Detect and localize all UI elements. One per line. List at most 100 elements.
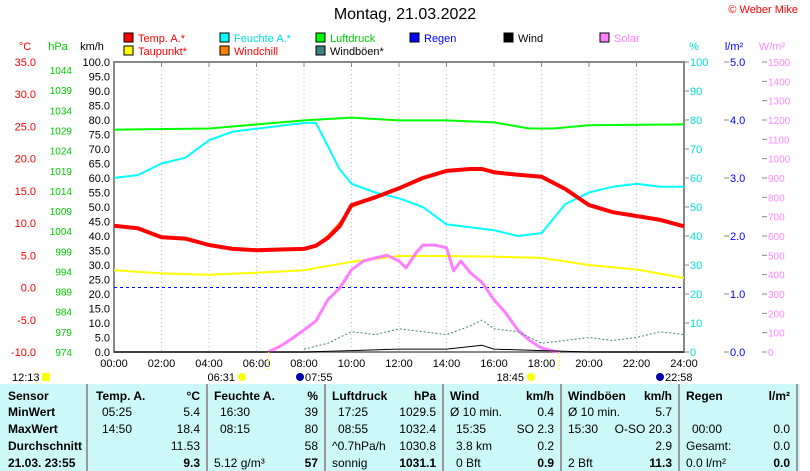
stats-table: Sensor MinWert MaxWert Durchschnitt 21.03. 2…	[0, 384, 800, 471]
cell-value: 58	[304, 439, 318, 453]
axis-tick-solar: 0	[768, 348, 774, 359]
axis-tick-solar: 400	[768, 271, 785, 282]
axis-tick-pressure: 1004	[50, 227, 73, 238]
col-press: Luftdruck hPa 17:25 08:55 ^0.7hPa/h sonnig 102…	[324, 384, 444, 471]
cell-value: 1032.4	[399, 422, 436, 436]
cell-label: 17:25	[338, 405, 369, 419]
sunrise-time: 06:31	[207, 372, 235, 384]
col-header: Regen	[686, 389, 723, 403]
axis-tick-rain: 4.0	[730, 115, 745, 127]
axis-tick-wind: 20.0	[89, 289, 110, 301]
col-unit: °C	[186, 389, 200, 403]
legend-label: Wind	[518, 33, 543, 45]
astro-time-left: 12:13	[12, 372, 40, 384]
row-label: MinWert	[8, 405, 56, 419]
sunset-time: 18:45	[496, 372, 524, 384]
title: Montag, 21.03.2022	[333, 6, 477, 23]
cell-value: 0.0	[773, 456, 790, 470]
axis-tick-wind: 25.0	[89, 275, 110, 287]
axis-tick-wind: 65.0	[89, 159, 110, 171]
weather-chart: Temp. A.* Feuchte A.* Luftdruck Regen Wind So…	[11, 32, 791, 384]
col-wind: Wind km/h Ø 10 min. 15:35 3.8 km 0 Bft 0.4 SO 2…	[442, 384, 562, 471]
legend-label: Windchill	[234, 46, 278, 58]
legend-swatch	[219, 45, 230, 56]
cell-label: Ø 10 min.	[450, 405, 503, 419]
cell-label: 08:15	[220, 422, 251, 436]
series-luftdruck	[113, 116, 685, 131]
axis-tick-humidity: 80	[690, 115, 702, 127]
col-header: Luftdruck	[332, 389, 388, 403]
axis-tick-pressure: 1039	[50, 86, 73, 97]
axis-unit-humidity: %	[689, 41, 699, 53]
cell-value: 80	[304, 422, 318, 436]
cell-value: O-SO 20.3	[614, 422, 672, 436]
col-gust: Windböen km/h Ø 10 min. 15:30 2 Bft 5.7 O-SO 2…	[560, 384, 680, 471]
cell-label: sonnig	[332, 456, 368, 470]
axis-tick-wind: 5.0	[95, 333, 110, 345]
legend-swatch	[315, 45, 326, 56]
axis-tick-temp: 5.0	[21, 250, 36, 262]
legend-swatch	[123, 32, 134, 43]
axis-tick-wind: 35.0	[89, 246, 110, 258]
cell-value: 9.3	[183, 456, 200, 470]
axis-tick-rain: 1.0	[730, 289, 745, 301]
x-tick-label: 02:00	[148, 358, 176, 370]
axis-unit-pressure: hPa	[48, 41, 68, 53]
copyright: © Weber Mike	[728, 4, 798, 16]
cell-value: 0.2	[537, 439, 554, 453]
axis-tick-solar: 1100	[768, 135, 790, 146]
axis-tick-humidity: 50	[690, 202, 702, 214]
col-header: Wind	[450, 389, 480, 403]
axis-tick-pressure: 999	[55, 247, 72, 258]
cell-label: 15:35	[456, 422, 487, 436]
legend-label: Temp. A.*	[138, 33, 186, 45]
axis-tick-humidity: 70	[690, 144, 702, 156]
cell-label: 2 Bft	[568, 456, 593, 470]
axis-tick-rain: 5.0	[730, 57, 745, 69]
cell-value: 1029.5	[399, 405, 436, 419]
x-tick-label: 18:00	[528, 358, 556, 370]
cell-label: 3.8 km	[456, 439, 493, 453]
axis-tick-humidity: 60	[690, 173, 702, 185]
cell-label: 00:00	[692, 422, 723, 436]
row-label: MaxWert	[8, 422, 58, 436]
axis-tick-pressure: 1009	[50, 207, 73, 218]
axis-tick-wind: 70.0	[89, 144, 110, 156]
col-hum: Feuchte A.% 16:30 08:15 5.12 g/m³ 39 80 58 57	[206, 384, 326, 471]
cell-value: 0.0	[773, 439, 790, 453]
axis-tick-wind: 85.0	[89, 101, 110, 113]
cell-value: 57	[304, 456, 318, 470]
moonrise-time: 07:55	[305, 372, 333, 384]
axis-tick-solar: 600	[768, 232, 785, 243]
axis-tick-humidity: 40	[690, 231, 702, 243]
axis-tick-humidity: 20	[690, 289, 702, 301]
legend-swatch	[503, 32, 514, 43]
col-header: Windböen	[568, 389, 626, 403]
axis-tick-pressure: 1034	[50, 106, 73, 117]
row-label: Durchschnitt	[8, 439, 83, 453]
cell-value: 11.3	[649, 456, 672, 470]
axis-tick-solar: 1400	[768, 77, 791, 88]
cell-label: 05:25	[102, 405, 133, 419]
axis-tick-wind: 100.0	[82, 57, 110, 69]
cell-label: Ø 10 min.	[568, 405, 621, 419]
axis-tick-pressure: 1024	[50, 147, 73, 158]
axis-tick-temp: -10.0	[11, 347, 36, 359]
axis-tick-pressure: 1044	[50, 66, 73, 77]
axis-tick-temp: 10.0	[15, 218, 36, 230]
series-wind	[114, 344, 684, 353]
series-solar	[267, 243, 560, 354]
axis-tick-solar: 800	[768, 193, 785, 204]
cell-label: 0.0 l/m²	[686, 456, 727, 470]
cell-label: 0 Bft	[456, 456, 481, 470]
series-temp-a-	[113, 167, 685, 253]
legend-label: Luftdruck	[330, 33, 376, 45]
axis-tick-temp: 15.0	[15, 186, 36, 198]
axis-tick-pressure: 994	[55, 267, 72, 278]
cell-value: 2.9	[655, 439, 672, 453]
cell-label: 08:55	[338, 422, 369, 436]
cell-value: 0.4	[537, 405, 554, 419]
cell-value: 5.7	[655, 405, 672, 419]
x-tick-label: 10:00	[338, 358, 366, 370]
cell-label: 14:50	[102, 422, 133, 436]
